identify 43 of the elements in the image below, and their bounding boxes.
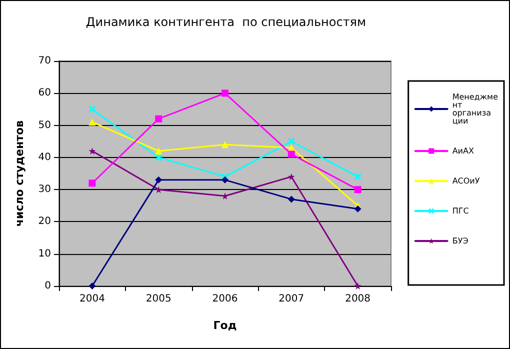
y-tick-label: 50 [38,120,51,131]
legend-label: АиАХ [452,146,474,156]
point [288,196,295,203]
point [222,141,228,148]
point [354,186,362,194]
y-tick-label: 10 [38,248,51,260]
point [288,150,295,158]
legend-label: Менеджмент организации [452,92,498,126]
y-tick-label: 40 [38,152,51,163]
x-tick-label: 2005 [146,294,172,304]
point [88,148,96,154]
point [288,173,295,180]
x-axis-title: Год [213,319,237,332]
point [155,148,162,154]
y-tick-label: 70 [38,56,51,66]
point [88,282,96,290]
y-axis-title: число студентов [13,120,26,227]
point [155,176,162,184]
point [155,115,162,122]
legend-label: ПГС [452,206,470,216]
legend-label: БУЭ [452,236,469,246]
point [88,118,96,126]
x-tick-label: 2004 [79,294,105,304]
x-tick-label: 2007 [278,294,304,304]
point [222,176,228,184]
y-tick-label: 60 [38,88,51,99]
y-tick-label: 20 [38,216,51,228]
point [155,186,162,194]
y-tick-label: 0 [44,280,51,292]
y-tick-label: 30 [38,184,51,196]
point [88,180,96,187]
point [288,138,295,145]
point [222,90,228,97]
point [155,154,162,161]
legend-label: АСОиУ [452,176,480,186]
chart-title: Динамика контингента по специальностям [86,15,366,29]
point [354,282,362,290]
point [354,205,362,212]
point [88,106,96,113]
point [354,173,362,180]
point [222,192,228,200]
x-tick-label: 2008 [345,294,371,304]
x-tick-label: 2006 [212,294,238,304]
